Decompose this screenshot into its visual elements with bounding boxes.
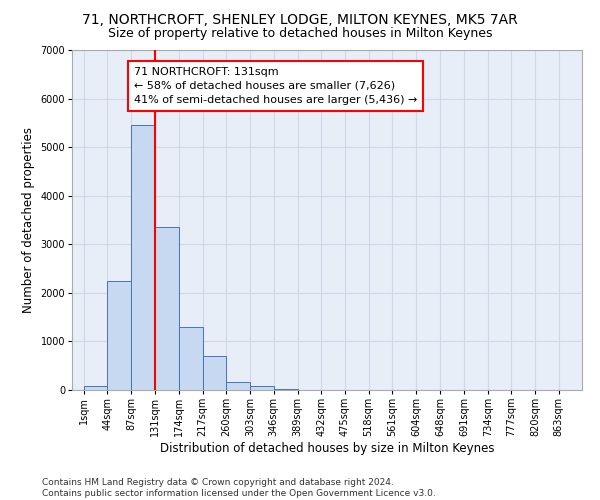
X-axis label: Distribution of detached houses by size in Milton Keynes: Distribution of detached houses by size … bbox=[160, 442, 494, 455]
Y-axis label: Number of detached properties: Number of detached properties bbox=[22, 127, 35, 313]
Bar bbox=[107, 280, 131, 390]
Bar bbox=[155, 228, 179, 390]
Bar bbox=[203, 356, 226, 390]
Bar bbox=[250, 386, 274, 390]
Bar bbox=[83, 386, 107, 390]
Bar bbox=[179, 327, 203, 390]
Text: 71 NORTHCROFT: 131sqm
← 58% of detached houses are smaller (7,626)
41% of semi-d: 71 NORTHCROFT: 131sqm ← 58% of detached … bbox=[134, 67, 417, 105]
Text: 71, NORTHCROFT, SHENLEY LODGE, MILTON KEYNES, MK5 7AR: 71, NORTHCROFT, SHENLEY LODGE, MILTON KE… bbox=[82, 12, 518, 26]
Text: Size of property relative to detached houses in Milton Keynes: Size of property relative to detached ho… bbox=[108, 28, 492, 40]
Bar bbox=[131, 126, 155, 390]
Bar bbox=[226, 382, 250, 390]
Text: Contains HM Land Registry data © Crown copyright and database right 2024.
Contai: Contains HM Land Registry data © Crown c… bbox=[42, 478, 436, 498]
Bar bbox=[274, 388, 298, 390]
